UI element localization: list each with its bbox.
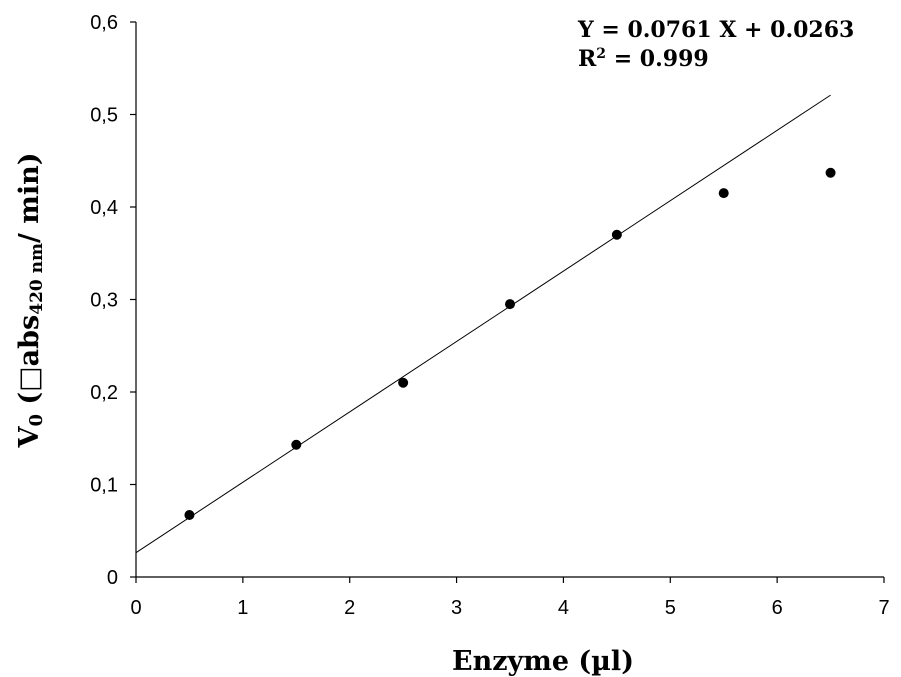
y-tick-label: 0,1	[90, 475, 118, 497]
y-tick-label: 0,6	[90, 12, 118, 34]
trendline	[135, 94, 831, 554]
x-tick-label: 3	[451, 597, 462, 619]
data-point	[184, 510, 195, 521]
data-point	[505, 299, 515, 310]
y-axis-title: V0 (□abs420 nm/ min)	[14, 152, 47, 448]
y-title-sub0: 0	[26, 414, 47, 427]
r-squared-sup: 2	[596, 46, 606, 62]
r-squared-r: R	[578, 46, 597, 72]
y-title-v: V	[14, 426, 45, 449]
data-point	[718, 188, 729, 199]
x-tick-label: 7	[878, 597, 889, 619]
equation-label: Y = 0.0761 X + 0.0263	[577, 17, 854, 43]
r-squared-label: R2 = 0.999	[578, 46, 709, 72]
trendline-group	[135, 94, 831, 554]
x-tick-label: 2	[344, 597, 355, 619]
data-points	[184, 167, 836, 521]
y-tick-label: 0,5	[90, 105, 118, 127]
y-title-sub420: 420 nm	[27, 243, 47, 315]
x-axis-title: Enzyme (µl)	[452, 646, 634, 677]
y-tick-label: 0,4	[90, 197, 118, 219]
y-title-end: / min)	[14, 152, 45, 243]
x-tick-label: 6	[772, 597, 783, 619]
y-tick-label: 0,3	[90, 290, 118, 312]
data-point	[825, 167, 836, 178]
y-tick-label: 0,2	[90, 382, 118, 404]
data-point	[398, 377, 409, 388]
data-point	[291, 439, 302, 450]
x-tick-label: 4	[558, 597, 569, 619]
data-point	[611, 229, 622, 240]
y-title-abs: (□abs	[14, 315, 45, 414]
y-tick-label: 0	[107, 567, 118, 589]
x-tick-label: 1	[237, 597, 248, 619]
x-tick-label: 5	[665, 597, 676, 619]
ticks: 0 1 2 3 4 5 6 7 0 0,1 0,2 0,3 0,4 0,5 0,6	[90, 12, 889, 619]
r-squared-value: = 0.999	[606, 46, 709, 72]
x-tick-label: 0	[130, 597, 141, 619]
